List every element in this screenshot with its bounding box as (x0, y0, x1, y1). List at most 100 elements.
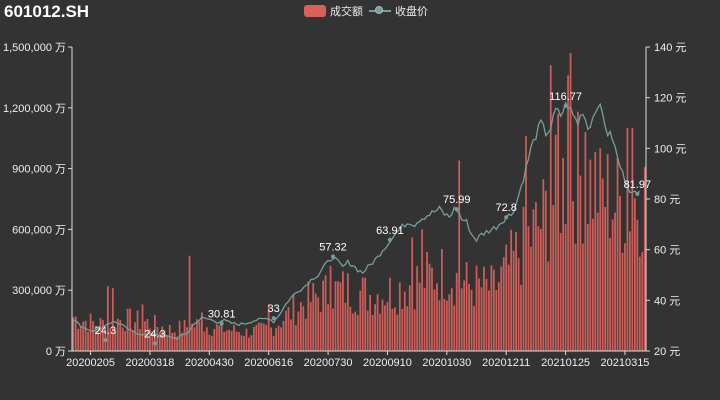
volume-bar (473, 306, 475, 351)
volume-bar (621, 252, 624, 351)
volume-bar (230, 331, 233, 351)
volume-bar (262, 323, 265, 351)
close-point-marker (219, 321, 224, 326)
volume-bar (317, 297, 320, 351)
volume-bar (616, 158, 619, 351)
volume-bar (151, 331, 154, 351)
volume-bar (243, 335, 245, 351)
volume-bar (141, 304, 144, 351)
volume-bar (530, 246, 532, 351)
volume-bar (144, 321, 146, 351)
volume-bar (552, 205, 555, 351)
volume-bar (641, 252, 644, 351)
volume-bar (131, 329, 134, 351)
close-point-label: 116.77 (549, 91, 582, 103)
volume-bar (181, 332, 183, 351)
volume-bar (532, 209, 535, 351)
volume-bar (428, 263, 431, 351)
volume-bar (606, 154, 609, 351)
volume-bar (562, 158, 565, 351)
volume-bar (324, 275, 327, 351)
volume-bar (292, 294, 295, 351)
volume-bar (198, 321, 201, 351)
volume-bar (87, 331, 89, 351)
volume-bar (361, 277, 364, 351)
volume-bar (285, 310, 287, 351)
volume-bar (535, 202, 537, 351)
volume-bar (114, 329, 117, 351)
volume-bar (431, 267, 433, 351)
volume-bar (396, 314, 399, 351)
volume-bar (267, 304, 270, 351)
volume-bar (354, 311, 357, 351)
volume-bar (596, 212, 599, 351)
x-axis-tick-label: 20210315 (600, 357, 649, 369)
volume-bar (183, 319, 186, 351)
volume-bar (574, 243, 577, 351)
volume-bar (505, 244, 508, 351)
volume-bar (337, 281, 339, 351)
volume-bar (191, 323, 193, 351)
volume-bar (629, 231, 631, 351)
volume-bar (450, 288, 453, 351)
x-axis-tick-label: 20210125 (541, 357, 590, 369)
legend-item-volume[interactable]: 成交额 (304, 3, 363, 19)
volume-bar (624, 243, 626, 351)
close-point-label: 24.3 (144, 328, 165, 340)
volume-bar (346, 273, 349, 351)
volume-bar (257, 322, 260, 351)
volume-bar (604, 206, 607, 351)
close-point-label: 57.32 (319, 241, 347, 253)
left-axis-tick-label: 1,500,000 万 (3, 42, 66, 54)
close-price-line (72, 100, 641, 341)
legend-bar-swatch (304, 5, 326, 17)
volume-bar (208, 334, 211, 351)
volume-bar (403, 291, 406, 351)
volume-bar (205, 327, 208, 351)
volume-bar (475, 265, 478, 351)
close-point-label: 30.81 (208, 309, 236, 321)
volume-bar (579, 175, 582, 351)
x-axis-tick-label: 20200910 (363, 357, 412, 369)
volume-bar (418, 282, 421, 351)
volume-bar (557, 113, 560, 351)
volume-bar (309, 301, 312, 351)
volume-bar (567, 75, 569, 351)
volume-bar (539, 228, 542, 351)
volume-bar (391, 308, 394, 351)
volume-bar (215, 324, 218, 351)
volume-bar (260, 322, 263, 351)
volume-bar (485, 278, 488, 351)
volume-bar (173, 332, 176, 351)
volume-bar (433, 289, 436, 351)
x-axis-tick-label: 20201030 (422, 357, 471, 369)
volume-bar (136, 310, 139, 351)
volume-bar (500, 266, 503, 351)
volume-bar (609, 237, 612, 351)
volume-bar (210, 335, 213, 351)
x-axis-tick-label: 20200616 (244, 357, 293, 369)
legend-item-close[interactable]: 收盘价 (369, 3, 428, 19)
volume-bar (522, 206, 525, 351)
left-axis-tick-label: 600,000 万 (12, 224, 66, 236)
volume-bar (458, 160, 461, 351)
volume-bar (577, 111, 579, 352)
legend: 成交额 收盘价 (304, 3, 428, 19)
volume-bar (527, 226, 530, 351)
volume-bar (408, 285, 411, 351)
volume-bar (559, 232, 562, 351)
volume-bar (507, 264, 510, 351)
volume-bar (116, 318, 119, 351)
x-axis-tick-label: 20201211 (482, 357, 530, 369)
volume-bar (319, 311, 322, 351)
volume-bar (463, 280, 466, 351)
volume-bar (166, 335, 169, 351)
right-axis-tick-label: 120 元 (654, 93, 686, 105)
volume-bar (411, 237, 414, 351)
volume-bar (176, 336, 179, 351)
volume-bar (349, 306, 352, 351)
volume-bar (455, 272, 458, 351)
volume-bar (89, 313, 92, 351)
